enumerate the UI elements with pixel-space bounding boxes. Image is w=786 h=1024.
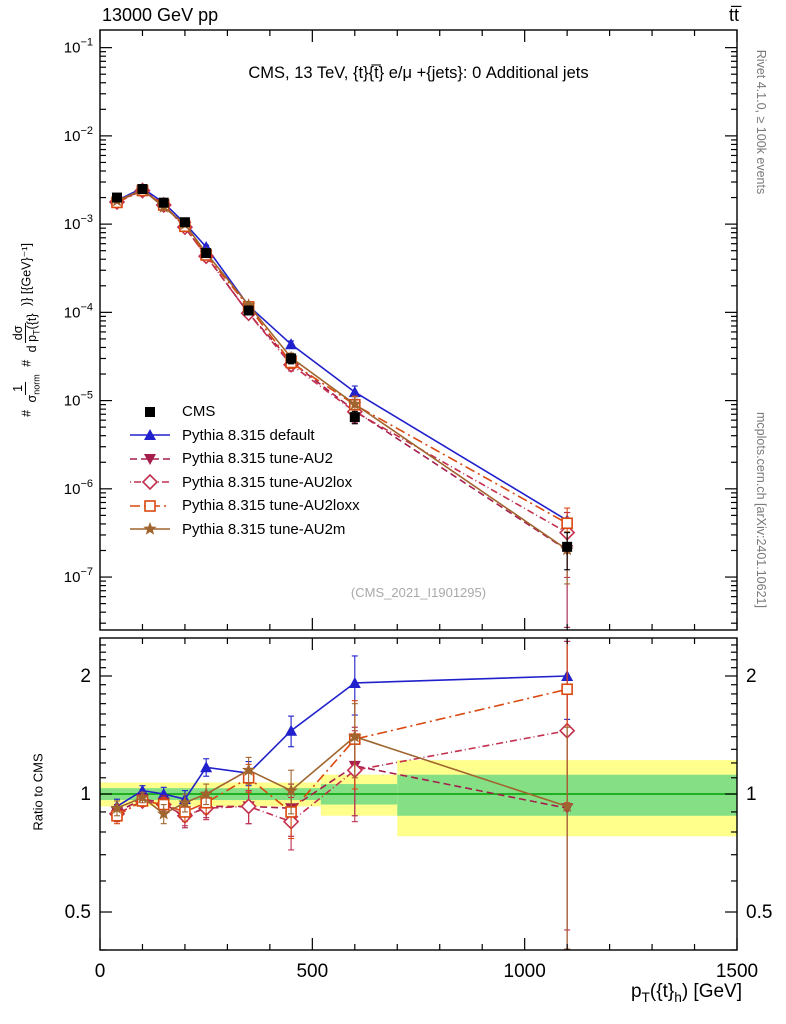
x-tick-label: 1000 [504,961,546,982]
ratio-series-pythia-8315-tune-au2m [110,703,574,950]
triangle-up-icon [130,429,170,441]
y-tick-label-main: 10−1 [64,37,93,57]
main-panel-frame [99,29,738,631]
square-open-icon [130,499,170,512]
ratio-tick-label-right: 0.5 [746,902,772,923]
legend-item-pythia-8315-tune-au2m: Pythia 8.315 tune-AU2m [128,518,360,542]
y-tick-label-main: 10−4 [64,301,93,321]
ylabel-hash2: # [19,359,34,367]
legend-label: Pythia 8.315 default [182,426,315,444]
legend-label: Pythia 8.315 tune-AU2loxx [182,497,360,515]
legend-label: CMS [182,403,216,421]
square-icon [145,406,155,417]
x-tick-label: 500 [296,961,328,982]
diamond-open-icon [130,474,170,491]
ratio-tick-label-left: 0.5 [65,902,91,923]
ratio-tick-label-right: 1 [746,784,757,805]
triangle-down-icon [130,453,170,465]
ylabel-units: )} [{GeV}⁻¹] [19,243,34,306]
ratio-tick-label-left: 2 [80,666,91,687]
ylabel-frac-dsigma: dσ d pT({t} [10,313,42,353]
legend-item-cms: CMS [128,400,360,424]
y-tick-label-main: 10−6 [64,478,93,498]
analysis-id-watermark: (CMS_2021_I1901295) [350,585,487,600]
x-tick-label: 1500 [716,961,758,982]
rivet-version-label: Rivet 4.1.0, ≥ 100k events [754,49,768,195]
y-tick-label-main: 10−2 [64,125,93,145]
legend-item-pythia-8315-tune-au2lox: Pythia 8.315 tune-AU2lox [128,471,360,495]
beam-energy-label: 13000 GeV pp [102,5,219,25]
legend-item-pythia-8315-tune-au2: Pythia 8.315 tune-AU2 [128,447,360,471]
star-icon [130,522,170,535]
ratio-tick-label-left: 1 [80,784,91,805]
ylabel-hash1: # [19,409,34,417]
x-tick-label: 0 [95,961,106,982]
mcplots-reference-label: mcplots.cern.ch [arXiv:2401.10621] [754,412,768,608]
ylabel-frac-norm: 1 σnorm [10,374,42,403]
legend-label: Pythia 8.315 tune-AU2lox [182,473,353,491]
legend-item-pythia-8315-default: Pythia 8.315 default [128,424,360,448]
legend-label: Pythia 8.315 tune-AU2m [182,520,346,538]
xaxis-title: pT({t}h) [GeV] [630,981,742,1005]
ratio-tick-label-right: 2 [746,666,757,687]
y-tick-label-main: 10−3 [64,213,93,233]
axes: 0 500 1000 1500 10−1 10−2 10−3 10−4 10−5 10−6 10−7… [64,29,772,982]
legend: CMS Pythia 8.315 default Pythia 8.315 tune… [128,400,360,541]
process-label: tt̅ [728,5,739,25]
y-tick-label-main: 10−7 [64,566,93,586]
yaxis-title-main: # 1 σnorm # dσ d pT({t} )} [{GeV}⁻¹] [10,243,42,417]
main-series-cms [111,184,573,571]
yaxis-title-ratio: Ratio to CMS [30,753,46,831]
plot-title: CMS, 13 TeV, {t}{t̅} e/μ +{jets}: 0 Addi… [248,64,589,82]
legend-label: Pythia 8.315 tune-AU2 [182,450,333,468]
y-tick-label-main: 10−5 [64,390,93,410]
legend-item-pythia-8315-tune-au2loxx: Pythia 8.315 tune-AU2loxx [128,494,360,518]
